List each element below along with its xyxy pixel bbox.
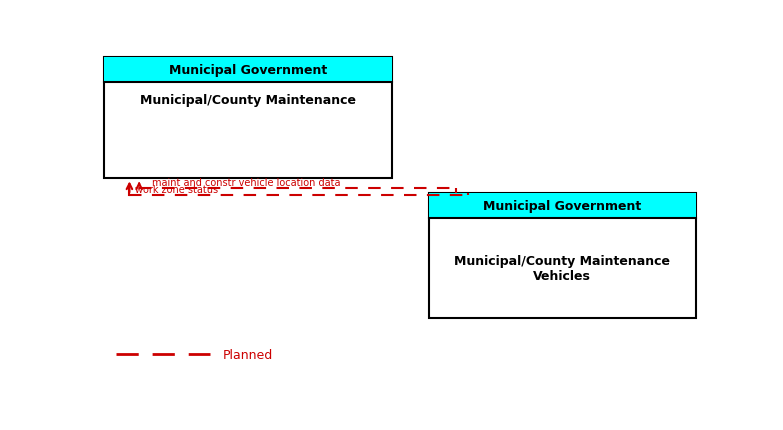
Text: Municipal/County Maintenance
Vehicles: Municipal/County Maintenance Vehicles — [454, 255, 670, 283]
Text: Municipal Government: Municipal Government — [483, 200, 641, 213]
Bar — [428, 194, 695, 318]
Text: Municipal Government: Municipal Government — [169, 64, 327, 77]
Text: maint and constr vehicle location data: maint and constr vehicle location data — [153, 178, 341, 187]
Bar — [428, 194, 695, 219]
Bar — [104, 58, 392, 83]
Text: work zone status: work zone status — [135, 184, 218, 194]
Text: Planned: Planned — [222, 348, 272, 361]
Text: Municipal/County Maintenance: Municipal/County Maintenance — [140, 94, 356, 107]
Bar — [104, 58, 392, 179]
